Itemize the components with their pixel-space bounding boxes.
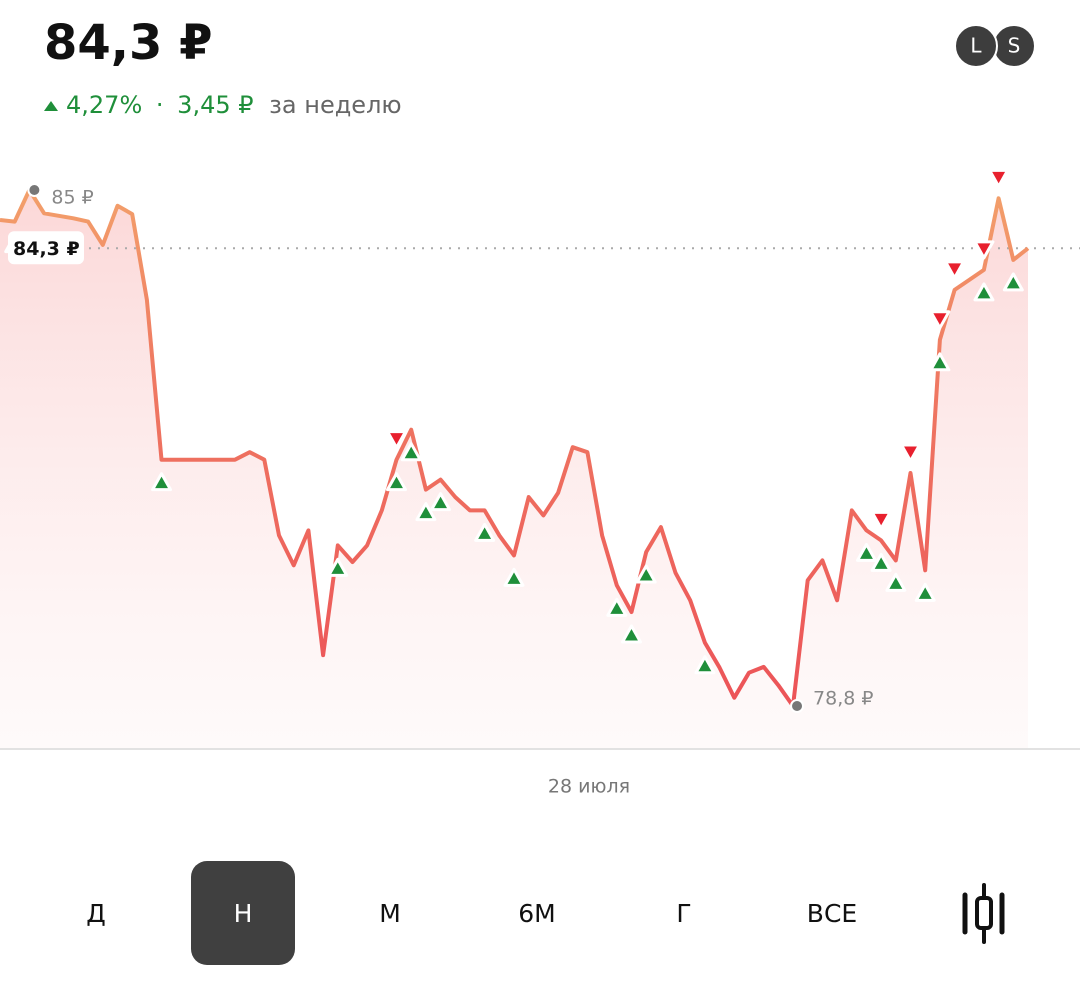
buy-marker (635, 564, 657, 584)
change-amount: 3,45 ₽ (177, 91, 253, 119)
change-percent: 4,27% (66, 91, 142, 119)
buy-marker (1002, 272, 1024, 292)
badge (954, 24, 998, 68)
buy-marker (415, 502, 437, 522)
current-price-label: 84,3 ₽ (13, 238, 80, 260)
period-tabs: Д Н М 6М Г ВСЕ (44, 861, 884, 965)
badges: S L (954, 24, 1036, 68)
period-tab-label[interactable]: Д (86, 899, 106, 928)
buy-marker (430, 492, 452, 512)
badge-label: L (970, 34, 982, 58)
period-tab-label[interactable]: 6М (518, 899, 555, 928)
sell-marker (870, 510, 892, 530)
period-tab-selected[interactable] (191, 861, 295, 965)
period-tab-label[interactable]: Г (676, 899, 691, 928)
buy-marker (386, 472, 408, 492)
high-label: 85 ₽ (51, 187, 93, 209)
sell-marker (944, 260, 966, 280)
price-area (0, 190, 1028, 748)
buy-marker (606, 597, 628, 617)
buy-marker (503, 567, 525, 587)
period-tab[interactable]: М (338, 861, 442, 965)
chart: 85 ₽ 78,8 ₽ 84,3 ₽ (0, 168, 1080, 748)
low-point (790, 699, 805, 713)
buy-marker (694, 655, 716, 675)
up-arrow-icon (44, 101, 58, 111)
period-tab-label[interactable]: Н (234, 899, 253, 928)
buy-marker (885, 572, 907, 592)
separator: · (156, 91, 164, 119)
period-tab[interactable]: Д (44, 861, 148, 965)
current-price-badge (8, 231, 84, 265)
icon-stroke (975, 896, 993, 930)
sell-marker (988, 168, 1010, 188)
buy-marker (914, 582, 936, 602)
price-line (0, 188, 1030, 708)
buy-marker (474, 522, 496, 542)
sell-marker (386, 430, 408, 450)
period-tab-label[interactable]: ВСЕ (807, 899, 857, 928)
date-label: 28 июля (548, 776, 630, 798)
buy-marker (855, 542, 877, 562)
period-tab[interactable]: 6М (485, 861, 589, 965)
buy-marker (400, 442, 422, 462)
buy-marker (973, 282, 995, 302)
period: за неделю (269, 91, 401, 119)
sell-marker (929, 310, 951, 330)
sell-marker (900, 443, 922, 463)
buy-marker (151, 472, 173, 492)
buy-marker (327, 557, 349, 577)
change-line: 4,27% · 3,45 ₽ за неделю (66, 91, 402, 119)
period-tab-label[interactable]: М (379, 899, 401, 928)
period-tab[interactable]: Н (191, 861, 295, 965)
period-tab[interactable]: ВСЕ (780, 861, 884, 965)
buy-marker (929, 352, 951, 372)
low-label: 78,8 ₽ (813, 688, 873, 710)
buy-marker (870, 552, 892, 572)
badge-label: S (1008, 34, 1021, 58)
buy-marker (620, 624, 642, 644)
price: 84,3 ₽ (44, 15, 213, 71)
sell-marker (973, 240, 995, 260)
period-tab[interactable]: Г (632, 861, 736, 965)
candles-toggle[interactable] (926, 880, 1036, 950)
high-point (27, 183, 42, 197)
